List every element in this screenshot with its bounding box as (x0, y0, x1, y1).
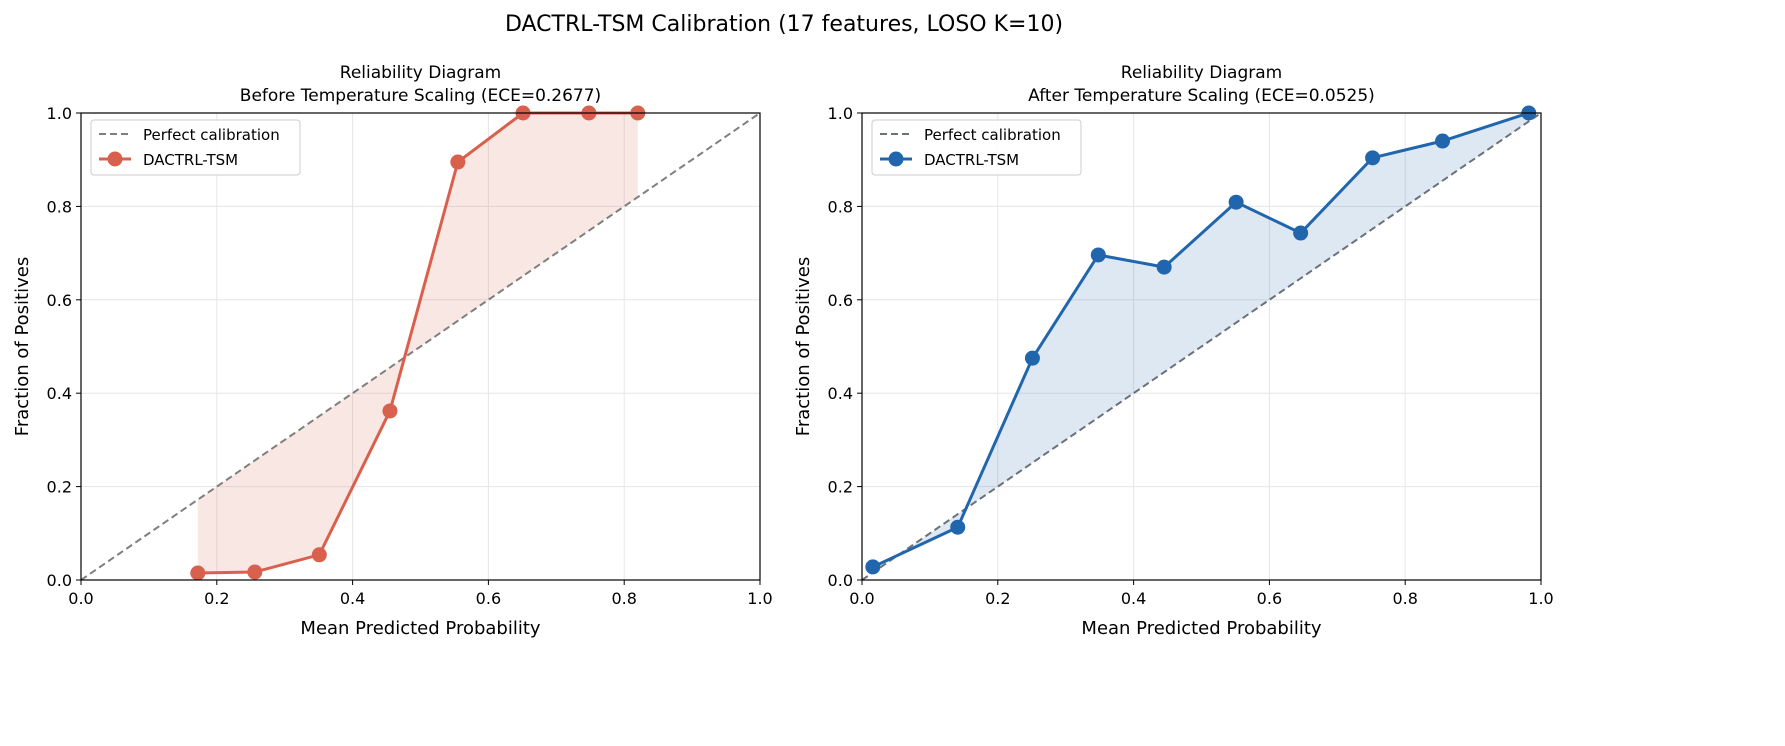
x-tick-label: 0.4 (340, 589, 365, 608)
x-tick-label: 1.0 (1528, 589, 1553, 608)
legend: Perfect calibration DACTRL-TSM (871, 119, 1082, 176)
y-tick-label: 0.0 (828, 571, 853, 590)
calibration-gap-fill (197, 113, 638, 573)
subplot-0: 0.0 0.2 0.4 0.6 0.8 1.0 0.0 0.2 0.4 0.6 0.8 1.0 Reli… (12, 63, 773, 639)
x-tick-label: 0.2 (204, 589, 229, 608)
x-tick-label: 0.0 (849, 589, 874, 608)
data-point (1156, 259, 1172, 275)
data-point (311, 547, 327, 563)
data-point (1435, 133, 1451, 149)
x-tick-label: 0.2 (985, 589, 1010, 608)
x-tick-label: 0.8 (611, 589, 636, 608)
subplot-title: Reliability Diagram (1121, 63, 1282, 83)
legend-label: DACTRL-TSM (924, 151, 1019, 169)
data-point (950, 519, 966, 535)
legend-marker-icon (888, 151, 904, 167)
x-tick-label: 0.6 (476, 589, 501, 608)
subplot-subtitle: Before Temperature Scaling (ECE=0.2677) (240, 86, 601, 106)
subplot-title: Reliability Diagram (340, 63, 501, 83)
data-point (1090, 247, 1106, 263)
legend-box (90, 119, 301, 176)
y-tick-label: 0.4 (47, 384, 72, 403)
data-point (1365, 150, 1381, 166)
x-tick-label: 0.8 (1392, 589, 1417, 608)
figure-title: DACTRL-TSM Calibration (17 features, LOS… (505, 12, 1063, 37)
data-point (1228, 194, 1244, 210)
y-tick-label: 0.0 (47, 571, 72, 590)
y-axis-label: Fraction of Positives (793, 257, 814, 436)
perfect-calibration-line (80, 112, 761, 581)
perfect-calibration-line (861, 112, 1542, 581)
x-axis-label: Mean Predicted Probability (300, 618, 540, 639)
y-tick-label: 0.6 (828, 291, 853, 310)
axes-frame (861, 112, 1542, 581)
y-axis-label: Fraction of Positives (12, 257, 33, 436)
y-tick-label: 0.2 (47, 478, 72, 497)
calibration-gap-fill (872, 113, 1529, 573)
x-tick-label: 0.0 (68, 589, 93, 608)
subplot-1: 0.0 0.2 0.4 0.6 0.8 1.0 0.0 0.2 0.4 0.6 0.8 1.0 Reli… (793, 63, 1554, 639)
legend-box (871, 119, 1082, 176)
subplot-subtitle: After Temperature Scaling (ECE=0.0525) (1028, 86, 1375, 106)
data-point (1024, 350, 1040, 366)
data-point (450, 154, 466, 170)
y-tick-label: 0.4 (828, 384, 853, 403)
legend-label: DACTRL-TSM (143, 151, 238, 169)
y-tick-label: 0.2 (828, 478, 853, 497)
y-tick-label: 1.0 (47, 104, 72, 123)
y-tick-label: 0.6 (47, 291, 72, 310)
x-axis-label: Mean Predicted Probability (1081, 618, 1321, 639)
legend-marker-icon (107, 151, 123, 167)
x-tick-label: 1.0 (747, 589, 772, 608)
legend-label: Perfect calibration (143, 126, 280, 144)
y-tick-label: 0.8 (828, 197, 853, 216)
series-line (872, 111, 1530, 569)
data-point (190, 565, 206, 581)
data-point (247, 564, 263, 580)
data-point (865, 559, 881, 575)
data-point (382, 403, 398, 419)
legend-label: Perfect calibration (924, 126, 1061, 144)
axes-frame (80, 112, 761, 581)
y-tick-label: 0.8 (47, 197, 72, 216)
x-tick-label: 0.6 (1257, 589, 1282, 608)
y-tick-label: 1.0 (828, 104, 853, 123)
x-tick-label: 0.4 (1121, 589, 1146, 608)
data-point (1293, 225, 1309, 241)
legend: Perfect calibration DACTRL-TSM (90, 119, 301, 176)
